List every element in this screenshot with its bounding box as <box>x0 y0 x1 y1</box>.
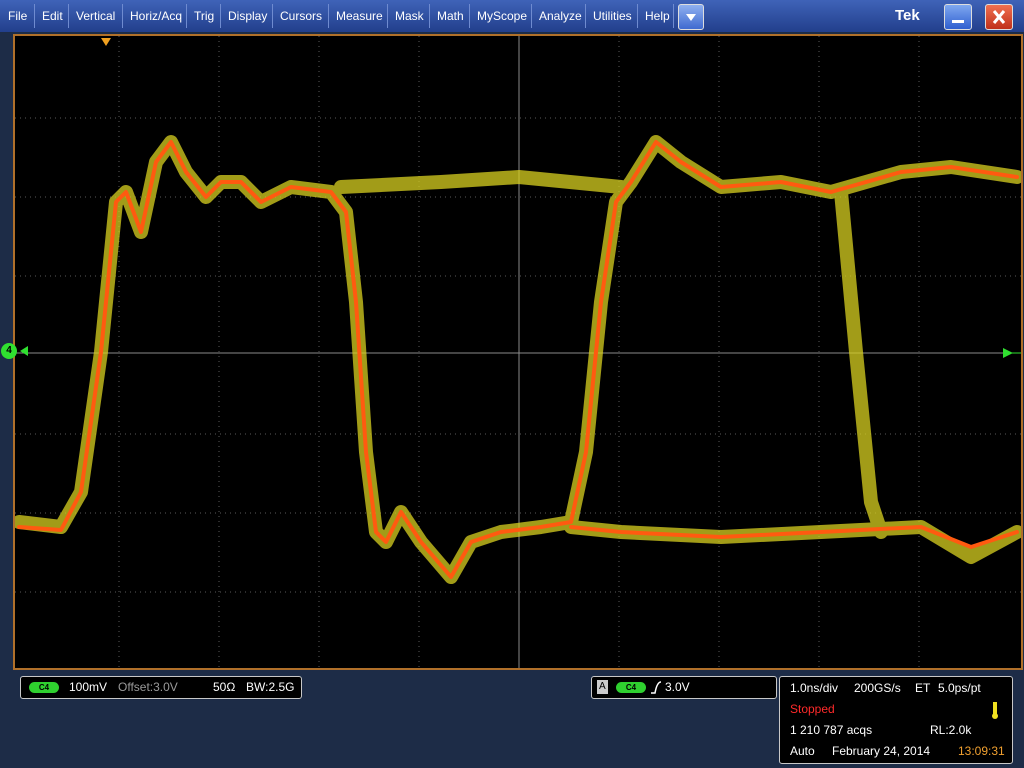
impedance: 50Ω <box>213 680 236 694</box>
close-button[interactable] <box>985 4 1013 30</box>
horizontal-scale: 1.0ns/div <box>790 681 839 695</box>
acq-mode: ET <box>915 681 931 695</box>
trigger-indicator <box>992 702 998 719</box>
run-status: Stopped <box>790 702 835 716</box>
record-length: RL:2.0k <box>930 723 972 737</box>
menu-item[interactable]: Display <box>228 9 268 23</box>
menu-item[interactable]: Vertical <box>76 9 116 23</box>
channel-badge: C4 <box>29 682 59 693</box>
dropdown-button[interactable] <box>678 4 704 30</box>
graticule <box>12 34 1024 670</box>
channel-marker[interactable]: 4 <box>1 343 17 359</box>
menu-item[interactable]: Trig <box>194 9 215 23</box>
minimize-button[interactable] <box>944 4 972 30</box>
acquisition-readout[interactable]: 1.0ns/div 200GS/s ET 5.0ps/pt Stopped 1 … <box>779 676 1013 764</box>
trigger-mode: Auto <box>790 744 815 758</box>
vertical-scale: 100mV <box>69 680 108 694</box>
menu-item[interactable]: Utilities <box>593 9 632 23</box>
menu-item[interactable]: Measure <box>336 9 383 23</box>
offset: Offset:3.0V <box>118 680 178 694</box>
menu-item[interactable]: Math <box>437 9 464 23</box>
waveform-display <box>12 36 1024 668</box>
menu-item[interactable]: File <box>8 9 28 23</box>
menu-item[interactable]: Mask <box>395 9 424 23</box>
acquisitions: 1 210 787 acqs <box>790 723 873 737</box>
time: 13:09:31 <box>958 744 1005 758</box>
trigger-badge: C4 <box>616 682 646 693</box>
date: February 24, 2014 <box>832 744 931 758</box>
resolution: 5.0ps/pt <box>938 681 981 695</box>
trigger-readout[interactable]: A C4 3.0V <box>591 676 777 699</box>
menu-item[interactable]: Help <box>645 9 670 23</box>
menu-item[interactable]: Analyze <box>539 9 582 23</box>
menu-item[interactable]: MyScope <box>477 9 528 23</box>
vertical-readout[interactable]: C4 100mV Offset:3.0V 50Ω BW:2.5G <box>20 676 302 699</box>
menu-item[interactable]: Cursors <box>280 9 323 23</box>
bandwidth: BW:2.5G <box>246 680 295 694</box>
sample-rate: 200GS/s <box>854 681 901 695</box>
menu-item[interactable]: Edit <box>42 9 63 23</box>
slope-icon <box>651 681 662 694</box>
trigger-letter: A <box>597 680 608 694</box>
trigger-level: 3.0V <box>665 680 690 694</box>
menu-item[interactable]: Horiz/Acq <box>130 9 183 23</box>
channel-arrow <box>20 346 28 356</box>
brand: Tek <box>895 7 920 24</box>
menu-bar: File Edit Vertical Horiz/Acq Trig Displa… <box>0 0 1024 32</box>
